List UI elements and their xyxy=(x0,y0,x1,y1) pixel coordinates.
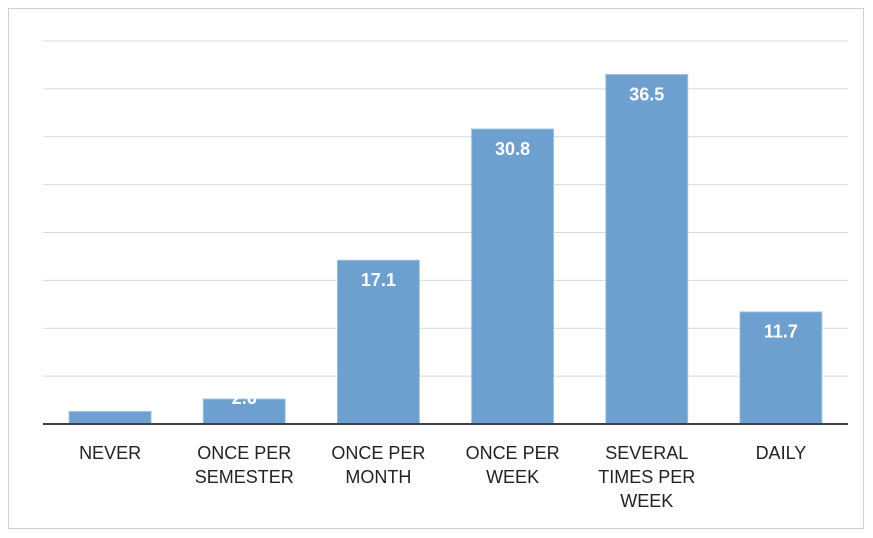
x-tick-label: NEVER xyxy=(79,443,142,463)
data-label: 11.7 xyxy=(764,322,798,342)
x-tick-label: SEVERAL TIMES PER WEEK xyxy=(598,443,696,511)
x-tick-label: ONCE PER WEEK xyxy=(465,443,560,487)
data-label: 17.1 xyxy=(361,270,396,290)
bar xyxy=(202,398,286,425)
data-label: 1.3 xyxy=(98,388,123,408)
bar xyxy=(336,259,420,425)
bar xyxy=(68,411,152,425)
x-tick-label: ONCE PER SEMESTER xyxy=(194,443,294,487)
data-label: 36.5 xyxy=(629,84,664,104)
x-tick-label: ONCE PER MONTH xyxy=(331,443,426,487)
chart-frame xyxy=(8,8,864,529)
bar xyxy=(739,311,823,425)
bar xyxy=(605,74,689,425)
x-tick-label: DAILY xyxy=(755,443,807,463)
bar xyxy=(471,128,555,425)
data-label: 30.8 xyxy=(495,139,530,159)
data-label: 2.6 xyxy=(232,388,257,408)
